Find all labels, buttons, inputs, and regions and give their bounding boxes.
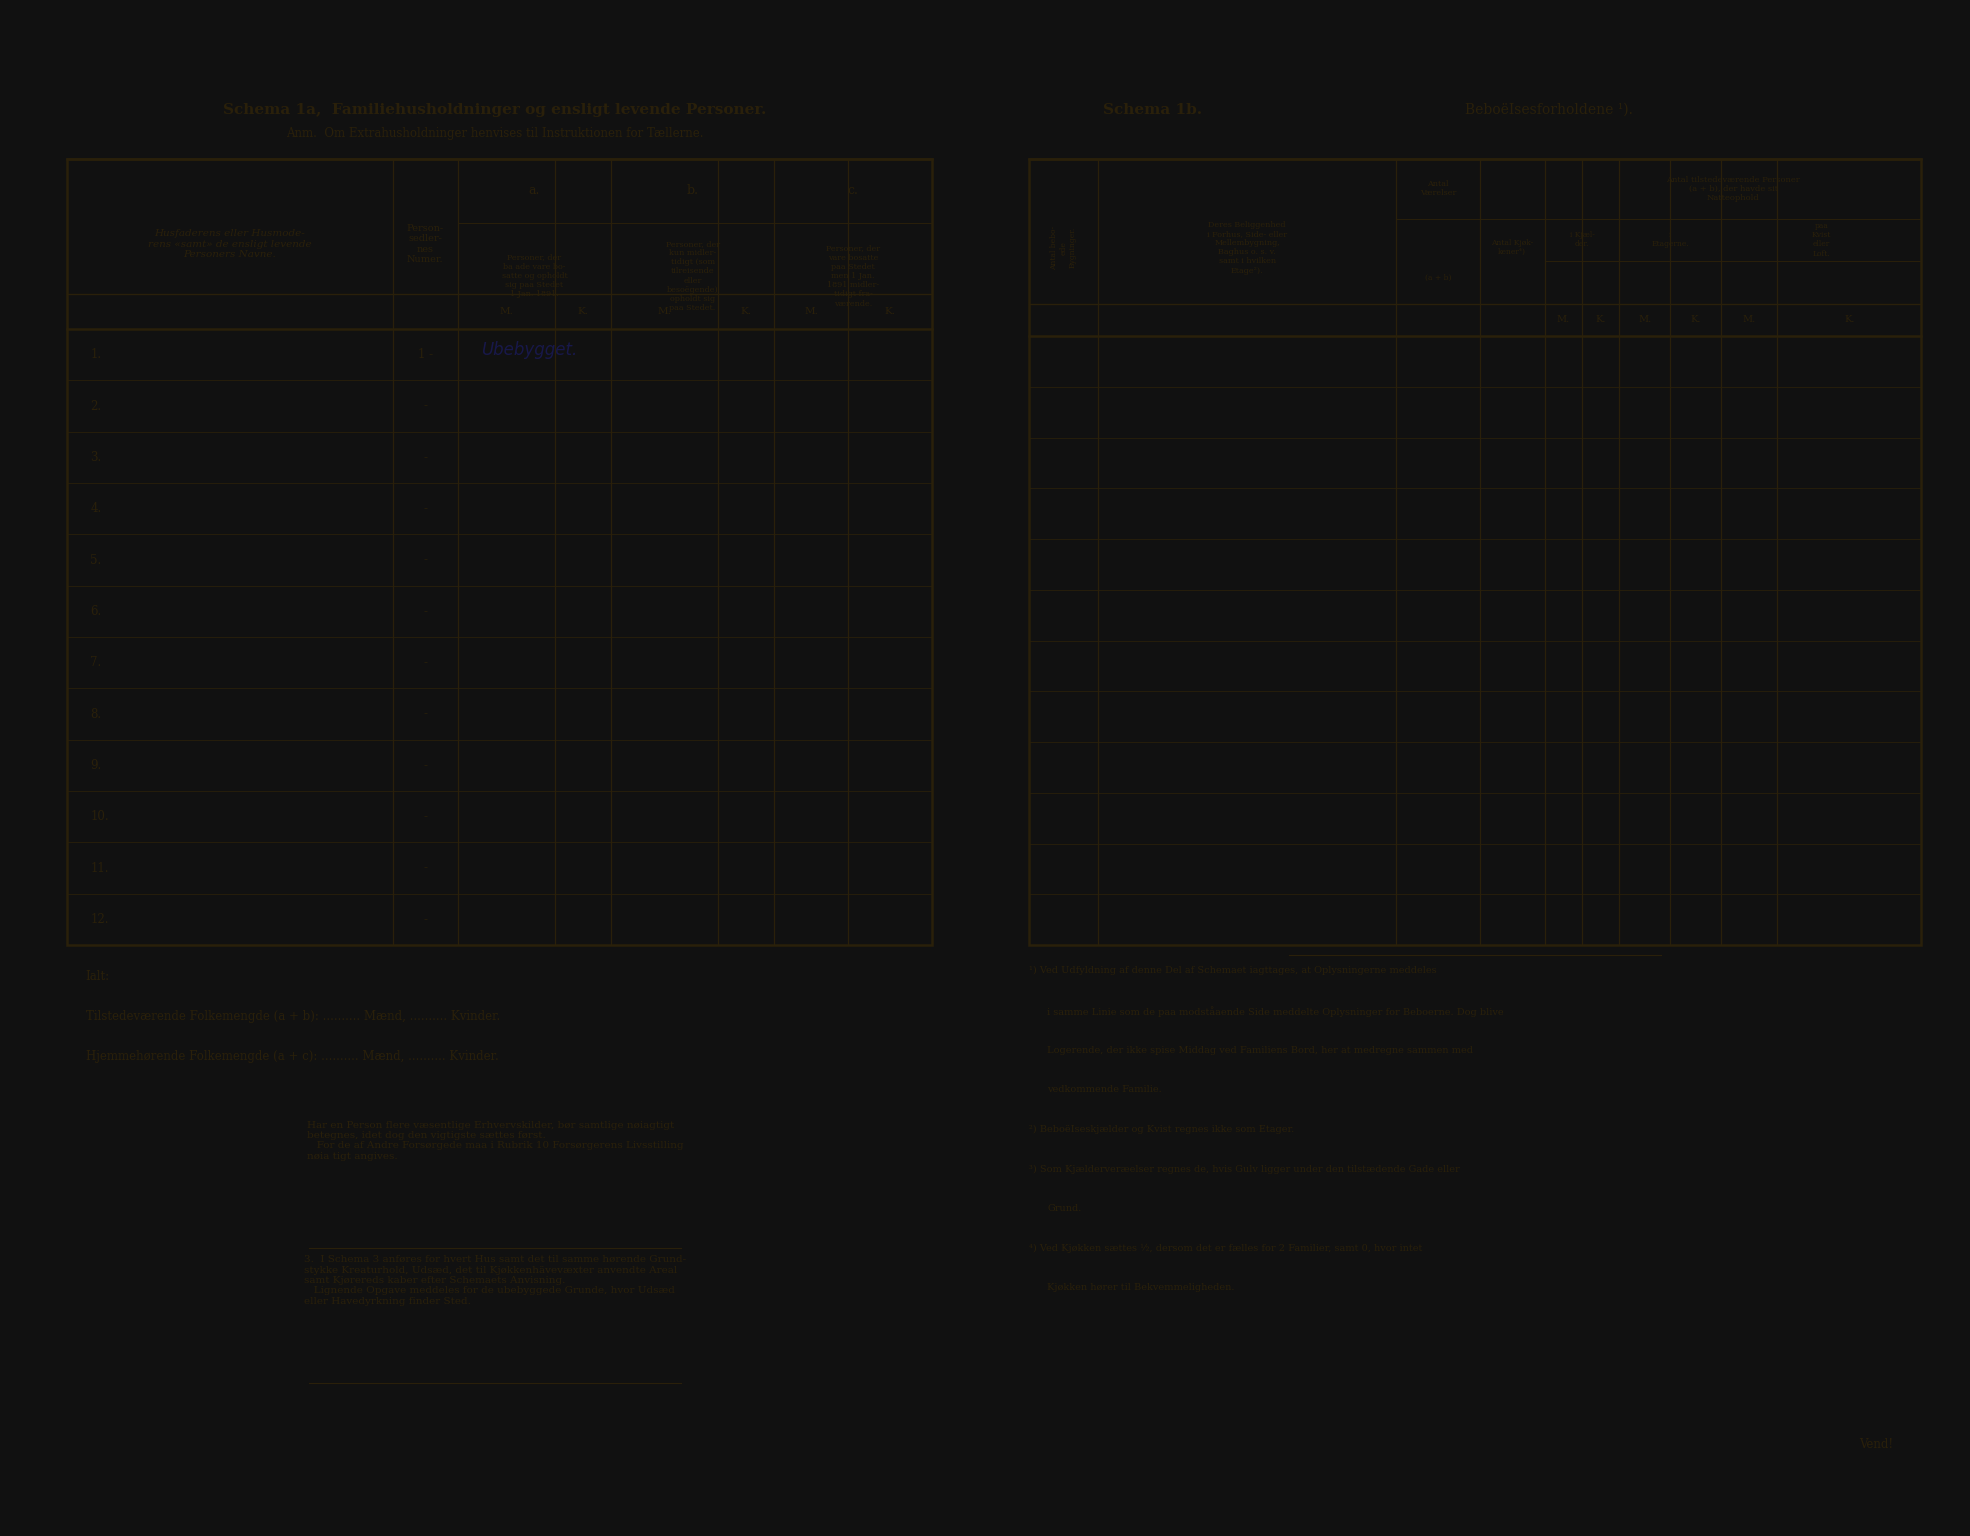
Text: 5.: 5. <box>91 553 102 567</box>
Text: 3.  I Schema 3 anføres for hvert Hus samt det til samme hørende Grund-
stykke Kr: 3. I Schema 3 anføres for hvert Hus samt… <box>303 1255 686 1306</box>
Text: -: - <box>424 452 427 464</box>
Text: ³) Som Kjælderveræelser regnes de, hvis Gulv ligger under den tilstædende Gade e: ³) Som Kjælderveræelser regnes de, hvis … <box>1028 1164 1460 1174</box>
Text: Personer, der
kun midler-
tidigt (som
tilreisende
eller
besoëgende)
opholdt sig
: Personer, der kun midler- tidigt (som ti… <box>666 240 719 312</box>
Text: M.: M. <box>1556 315 1570 324</box>
Text: c.: c. <box>847 184 859 198</box>
Text: K.: K. <box>1596 315 1606 324</box>
Text: M.: M. <box>1743 315 1755 324</box>
Text: 3.: 3. <box>91 452 102 464</box>
Text: K.: K. <box>885 307 896 316</box>
Text: 10.: 10. <box>91 809 108 823</box>
Text: Har en Person flere væsentlige Erhvervskilder, bør samtlige nøiagtigt
betegnes, : Har en Person flere væsentlige Erhvervsk… <box>307 1121 684 1161</box>
Text: M.: M. <box>500 307 514 316</box>
Text: Schema 1a,  Familiehusholdninger og ensligt levende Personer.: Schema 1a, Familiehusholdninger og ensli… <box>223 103 766 117</box>
Text: Personer, der
vare bosatte
paa Stedet
men 1 Jan.
1891 midler-
tidigt fra-
værend: Personer, der vare bosatte paa Stedet me… <box>825 244 881 307</box>
Text: ¹) Ved Udfyldning af denne Del af Schemaet iagttages, at Oplysningerne meddeles: ¹) Ved Udfyldning af denne Del af Schema… <box>1028 966 1436 975</box>
Text: Hjemmehørende Folkemengde (a + c): .......... Mænd, .......... Kvinder.: Hjemmehørende Folkemengde (a + c): .....… <box>87 1049 498 1063</box>
Text: Anm.  Om Extrahusholdninger henvises til Instruktionen for Tællerne.: Anm. Om Extrahusholdninger henvises til … <box>286 127 703 140</box>
Text: -: - <box>424 809 427 823</box>
Text: Grund.: Grund. <box>1048 1204 1082 1213</box>
Text: 7.: 7. <box>91 656 102 670</box>
Text: paa
Kvist
eller
Loft.: paa Kvist eller Loft. <box>1812 223 1830 258</box>
Text: Tilstedeværende Folkemengde (a + b): .......... Mænd, .......... Kvinder.: Tilstedeværende Folkemengde (a + b): ...… <box>87 1011 500 1023</box>
Text: Kjøkken hører til Bekvemmeligheden.: Kjøkken hører til Bekvemmeligheden. <box>1048 1284 1235 1292</box>
Text: Antal
Værelser: Antal Værelser <box>1420 180 1456 198</box>
Text: Antal tilstedeværende Personer
(a + b), der havde sit
Natteophold: Antal tilstedeværende Personer (a + b), … <box>1667 175 1801 203</box>
Text: Logerende, der ikke spise Middag ved Familiens Bord, her at medregne sammen med: Logerende, der ikke spise Middag ved Fam… <box>1048 1046 1474 1055</box>
Text: 12.: 12. <box>91 912 108 926</box>
Bar <box>1028 160 1921 945</box>
Text: -: - <box>424 708 427 720</box>
Text: K.: K. <box>577 307 589 316</box>
Text: (a + b): (a + b) <box>1424 273 1452 281</box>
Text: b.: b. <box>688 184 699 198</box>
Text: ⁴) Ved Kjøkken sættes ½, dersom det er fælles for 2 Familier, samt 0, hvor intet: ⁴) Ved Kjøkken sættes ½, dersom det er f… <box>1028 1244 1422 1253</box>
Text: 4.: 4. <box>91 502 102 515</box>
Text: M.: M. <box>658 307 672 316</box>
Text: -: - <box>424 656 427 670</box>
Text: Vend!: Vend! <box>1860 1438 1893 1450</box>
Text: 1.: 1. <box>91 349 102 361</box>
Text: Ubebygget.: Ubebygget. <box>481 341 577 359</box>
Text: 1 -: 1 - <box>418 349 433 361</box>
Text: K.: K. <box>1844 315 1854 324</box>
Text: Person-
sedler-
nes
Numer.: Person- sedler- nes Numer. <box>406 224 443 264</box>
Text: -: - <box>424 399 427 413</box>
Text: Ialt:: Ialt: <box>87 971 110 983</box>
Text: 11.: 11. <box>91 862 108 874</box>
Text: -: - <box>424 502 427 515</box>
Text: -: - <box>424 912 427 926</box>
Text: Personer, der
ba ade vare bo-
satte og opholdt
sig paa Stedet
1 Jan. 1891.: Personer, der ba ade vare bo- satte og o… <box>502 253 567 298</box>
Text: M.: M. <box>1639 315 1651 324</box>
Bar <box>67 160 932 945</box>
Text: ²) BeboëIseskjælder og Kvist regnes ikke som Etager.: ²) BeboëIseskjælder og Kvist regnes ikke… <box>1028 1124 1294 1134</box>
Text: K.: K. <box>1690 315 1702 324</box>
Text: -: - <box>424 605 427 617</box>
Text: Deres Beliggenhed
i Forhus, Side- eller
Mellembygning,
Baghus o. s. v.
samt i hv: Deres Beliggenhed i Forhus, Side- eller … <box>1208 221 1286 275</box>
Text: i samme Linie som de paa modståaende Side meddelte Oplysninger for Beboerne. Dog: i samme Linie som de paa modståaende Sid… <box>1048 1006 1503 1017</box>
Text: vedkommende Familie.: vedkommende Familie. <box>1048 1086 1162 1094</box>
Text: a.: a. <box>528 184 540 198</box>
Text: -: - <box>424 553 427 567</box>
Text: Antal Kjøk-
kener⁴): Antal Kjøk- kener⁴) <box>1491 240 1533 257</box>
Text: 9.: 9. <box>91 759 102 773</box>
Text: Antal bebo-
ede
Bygninger.: Antal bebo- ede Bygninger. <box>1050 226 1078 270</box>
Text: Husfaderens eller Husmode-
rens «samt» de ensligt levende
Personers Navne.: Husfaderens eller Husmode- rens «samt» d… <box>148 229 311 260</box>
Text: -: - <box>424 759 427 773</box>
Text: 6.: 6. <box>91 605 102 617</box>
Text: M.: M. <box>804 307 818 316</box>
Text: K.: K. <box>741 307 753 316</box>
Text: i
Etagerne.: i Etagerne. <box>1651 232 1688 249</box>
Text: BeboëIsesforholdene ¹).: BeboëIsesforholdene ¹). <box>1466 103 1633 117</box>
Text: i Kjæl-
der.: i Kjæl- der. <box>1570 232 1594 249</box>
Text: 2.: 2. <box>91 399 102 413</box>
Text: 8.: 8. <box>91 708 102 720</box>
Text: Schema 1b.: Schema 1b. <box>1103 103 1202 117</box>
Text: -: - <box>424 862 427 874</box>
